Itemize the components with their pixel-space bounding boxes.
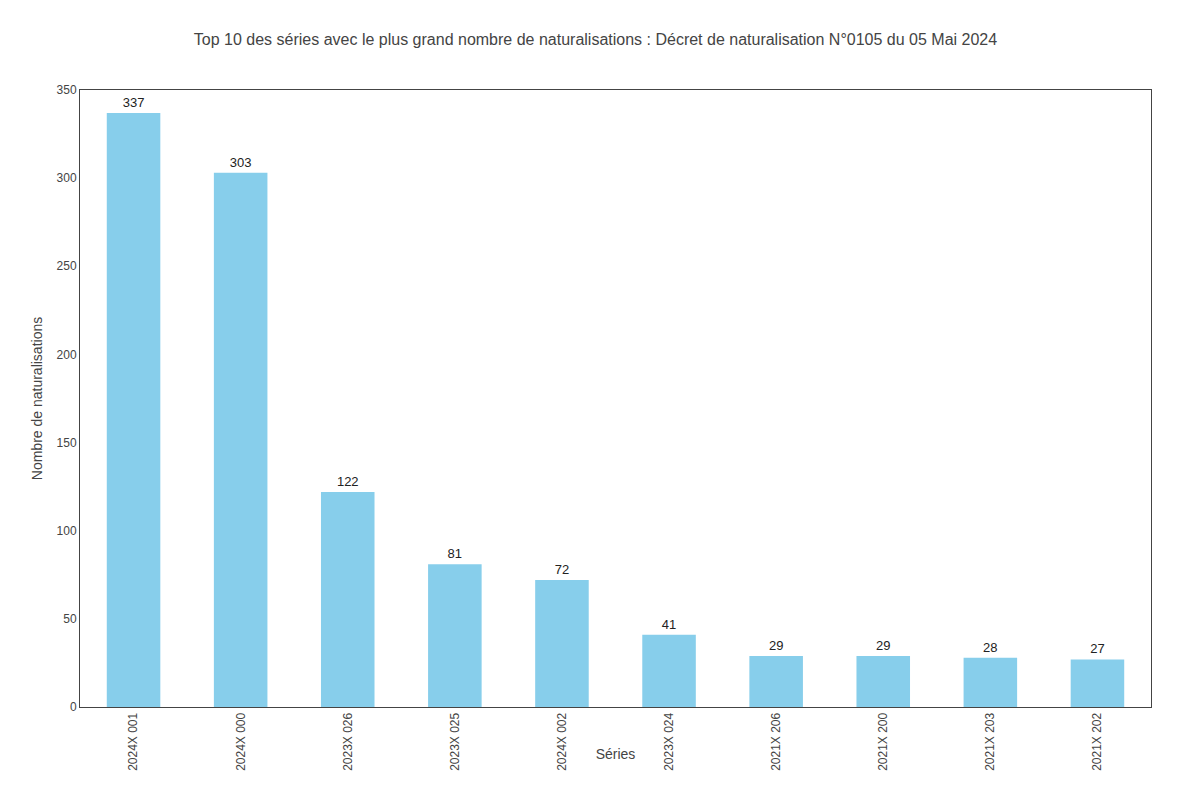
svg-text:300: 300 — [57, 171, 77, 185]
svg-text:122: 122 — [337, 474, 359, 489]
svg-text:0: 0 — [70, 700, 77, 714]
svg-text:72: 72 — [555, 562, 569, 577]
svg-text:2023X 024: 2023X 024 — [662, 712, 676, 770]
svg-text:2021X 200: 2021X 200 — [876, 712, 890, 770]
svg-text:337: 337 — [123, 95, 145, 110]
svg-text:2024X 001: 2024X 001 — [126, 712, 140, 770]
svg-text:27: 27 — [1090, 641, 1104, 656]
svg-text:29: 29 — [769, 638, 783, 653]
svg-text:28: 28 — [983, 640, 997, 655]
svg-text:350: 350 — [57, 83, 77, 97]
svg-text:2024X 002: 2024X 002 — [555, 712, 569, 770]
svg-text:2023X 025: 2023X 025 — [448, 712, 462, 770]
svg-text:303: 303 — [230, 155, 252, 170]
svg-text:100: 100 — [57, 524, 77, 538]
svg-text:Top 10 des séries avec le plus: Top 10 des séries avec le plus grand nom… — [194, 31, 997, 48]
svg-text:50: 50 — [63, 612, 77, 626]
svg-text:Séries: Séries — [596, 746, 636, 762]
svg-text:250: 250 — [57, 259, 77, 273]
svg-text:41: 41 — [662, 617, 676, 632]
svg-text:200: 200 — [57, 348, 77, 362]
svg-text:150: 150 — [57, 436, 77, 450]
svg-text:2021X 203: 2021X 203 — [983, 712, 997, 770]
svg-text:29: 29 — [876, 638, 890, 653]
svg-text:81: 81 — [448, 546, 462, 561]
svg-text:2023X 026: 2023X 026 — [341, 712, 355, 770]
svg-text:2021X 206: 2021X 206 — [769, 712, 783, 770]
svg-text:2021X 202: 2021X 202 — [1090, 712, 1104, 770]
svg-text:Nombre de naturalisations: Nombre de naturalisations — [29, 317, 45, 480]
svg-text:2024X 000: 2024X 000 — [234, 712, 248, 770]
